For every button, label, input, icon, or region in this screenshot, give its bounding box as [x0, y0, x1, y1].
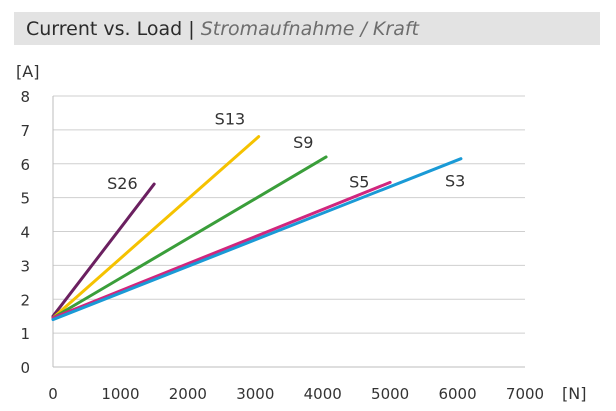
x-tick-label: 0 — [48, 385, 58, 403]
series-label-s5: S5 — [349, 172, 369, 191]
y-tick-label: 4 — [20, 224, 30, 242]
x-tick-label: 3000 — [236, 385, 274, 403]
chart-title: Current vs. Load | Stromaufnahme / Kraft — [26, 18, 419, 40]
x-axis-unit-label: [N] — [562, 384, 586, 403]
y-axis-unit-label: [A] — [16, 62, 39, 81]
y-tick-label: 3 — [20, 257, 30, 275]
x-tick-label: 7000 — [506, 385, 544, 403]
chart-title-main: Current vs. Load — [26, 18, 183, 40]
series-lines — [51, 135, 463, 322]
chart-title-bar: Current vs. Load | Stromaufnahme / Kraft — [14, 12, 600, 45]
y-tick-label: 8 — [20, 88, 30, 106]
y-tick-label: 1 — [20, 325, 30, 343]
axes — [52, 96, 525, 368]
y-tick-label: 5 — [20, 190, 30, 208]
series-label-s3: S3 — [445, 172, 465, 191]
series-line-s3 — [51, 157, 463, 322]
grid-lines — [53, 95, 525, 334]
y-tick-label: 6 — [20, 156, 30, 174]
y-tick-label: 7 — [20, 122, 30, 140]
x-tick-label: 5000 — [371, 385, 409, 403]
series-line-s5 — [51, 180, 392, 320]
series-label-s26: S26 — [107, 174, 138, 193]
x-tick-label: 4000 — [304, 385, 342, 403]
chart-title-separator: | — [188, 18, 195, 40]
chart-title-sub: Stromaufnahme / Kraft — [200, 18, 419, 40]
series-line-s26 — [51, 182, 156, 318]
x-tick-label: 1000 — [101, 385, 139, 403]
series-label-s13: S13 — [215, 110, 246, 129]
series-line-s9 — [51, 155, 328, 320]
y-tick-label: 2 — [20, 291, 30, 309]
series-line-s13 — [51, 135, 261, 320]
y-tick-label: 0 — [20, 359, 30, 377]
series-label-s9: S9 — [293, 133, 313, 152]
x-tick-label: 6000 — [438, 385, 476, 403]
x-tick-label: 2000 — [169, 385, 207, 403]
tick-labels: 0 1 2 3 4 5 6 7 8 0 1000 2000 3000 4000 5000 6000 7000 [A… — [16, 62, 586, 403]
